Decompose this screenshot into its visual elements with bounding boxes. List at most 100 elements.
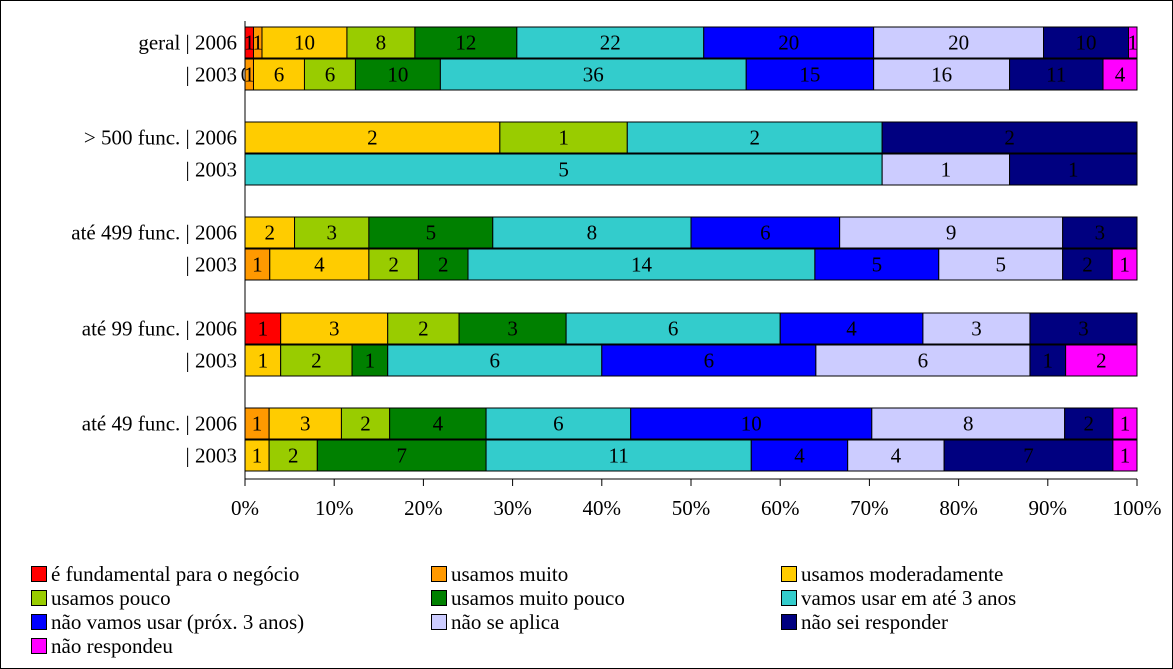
bar-value-label: 8 [376, 31, 387, 55]
bar-value-label: 10 [294, 31, 315, 55]
bar-value-label: 16 [931, 63, 952, 87]
bar-segment [303, 58, 356, 91]
bar-segment [261, 26, 348, 59]
bar-value-label: 6 [325, 63, 336, 87]
x-tick-label: 40% [583, 496, 622, 520]
bar-value-label: 10 [1076, 31, 1097, 55]
bar-value-label: 36 [583, 63, 604, 87]
bar-value-label: 8 [587, 221, 598, 245]
bar-segment [839, 216, 1064, 249]
bar-segment [346, 26, 416, 59]
legend-swatch [31, 638, 47, 654]
bar-segment [779, 312, 924, 345]
bar-value-label: 5 [995, 253, 1006, 277]
bar-segment [1043, 26, 1130, 59]
bar-value-label: 10 [387, 63, 408, 87]
bar-segment [294, 216, 370, 249]
bar-value-label: 6 [760, 221, 771, 245]
x-tick-label: 70% [850, 496, 889, 520]
bar-value-label: 2 [265, 221, 276, 245]
bar-value-label: 6 [490, 349, 501, 373]
bar-segment [630, 407, 873, 440]
bar-segment [458, 312, 567, 345]
bar-value-label: 1 [365, 349, 376, 373]
bar-segment [368, 248, 419, 281]
bar-value-label: 6 [918, 349, 929, 373]
x-tick-label: 0% [231, 496, 259, 520]
bar-value-label: 1 [1120, 444, 1131, 468]
bar-value-label: 3 [300, 412, 311, 436]
bar-value-label: 1 [1043, 349, 1054, 373]
bar-value-label: 3 [326, 221, 337, 245]
bar-segment [492, 216, 692, 249]
x-tick-label: 10% [315, 496, 354, 520]
bar-segment [1112, 407, 1138, 440]
bar-segment [873, 58, 1011, 91]
bar-value-label: 2 [749, 126, 760, 150]
bar-value-label: 1 [258, 349, 269, 373]
bar-segment [268, 407, 342, 440]
bar-value-label: 6 [668, 317, 679, 341]
legend-label: usamos pouco [51, 585, 171, 610]
bar-segment [368, 216, 494, 249]
x-tick-label: 60% [761, 496, 800, 520]
bar-value-label: 7 [396, 444, 407, 468]
bar-segment [690, 216, 841, 249]
bar-segment [499, 121, 628, 154]
bar-segment [815, 344, 1031, 377]
bar-value-label: 12 [455, 31, 476, 55]
bar-value-label: 2 [1082, 253, 1093, 277]
bar-value-label: 3 [329, 317, 340, 341]
bar-value-label: 5 [872, 253, 883, 277]
bar-value-label: 1 [941, 158, 952, 182]
bar-value-label: 6 [553, 412, 564, 436]
bar-segment [565, 312, 781, 345]
legend-swatch [781, 614, 797, 630]
bar-value-label: 3 [1078, 317, 1089, 341]
legend-swatch [31, 590, 47, 606]
bar-segment [244, 407, 270, 440]
legend-swatch [431, 566, 447, 582]
bar-segment [1065, 344, 1138, 377]
bar-segment [439, 58, 747, 91]
legend-swatch [431, 590, 447, 606]
bar-value-label: 22 [600, 31, 621, 55]
legend-item: usamos muito [431, 562, 568, 586]
legend-swatch [781, 566, 797, 582]
bar-segment [1062, 216, 1138, 249]
legend-label: usamos moderadamente [801, 561, 1004, 586]
legend-swatch [31, 614, 47, 630]
legend-label: é fundamental para o negócio [51, 561, 300, 586]
bar-segment [389, 407, 487, 440]
bar-value-label: 1 [244, 31, 255, 55]
bar-segment [601, 344, 817, 377]
bar-value-label: 1 [252, 31, 263, 55]
x-tick-label: 30% [493, 496, 532, 520]
bar-value-label: 2 [367, 126, 378, 150]
bar-value-label: 1 [258, 317, 269, 341]
x-tick-label: 100% [1113, 496, 1162, 520]
bar-value-label: 4 [846, 317, 857, 341]
bar-segment [1112, 439, 1138, 472]
bar-value-label: 4 [314, 253, 325, 277]
bar-value-label: 7 [1023, 444, 1034, 468]
legend-label: não respondeu [51, 633, 173, 658]
bar-value-label: 1 [1120, 412, 1131, 436]
bar-segment [354, 58, 441, 91]
bar-value-label: 3 [507, 317, 518, 341]
row-label: | 2003 [186, 444, 237, 468]
bar-segment [1029, 344, 1067, 377]
bar-value-label: 10 [741, 412, 762, 436]
x-tick-label: 90% [1029, 496, 1068, 520]
bar-value-label: 20 [778, 31, 799, 55]
row-label: > 500 func. | 2006 [84, 126, 237, 150]
legend-item: não respondeu [31, 633, 173, 658]
row-label: | 2003 [186, 349, 237, 373]
bar-value-label: 1 [252, 412, 263, 436]
bar-segment [244, 344, 282, 377]
bar-segment [280, 344, 353, 377]
bar-value-label: 5 [426, 221, 437, 245]
bar-value-label: 2 [418, 317, 429, 341]
legend-swatch [781, 590, 797, 606]
